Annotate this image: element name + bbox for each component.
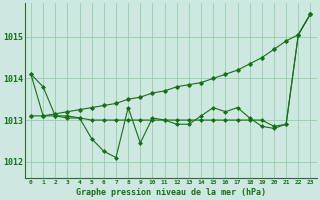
- X-axis label: Graphe pression niveau de la mer (hPa): Graphe pression niveau de la mer (hPa): [76, 188, 266, 197]
